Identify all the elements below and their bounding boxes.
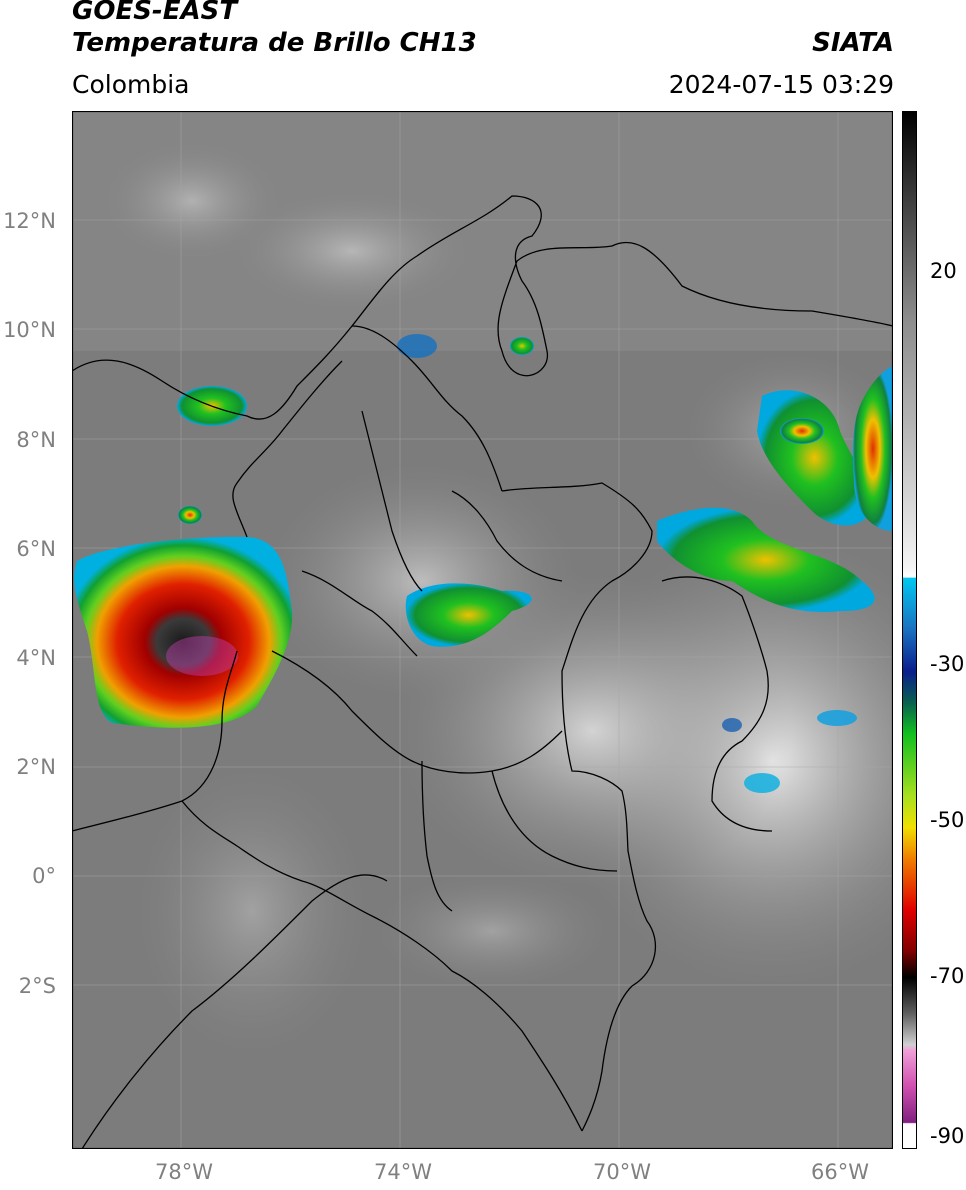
product-title: Temperatura de Brillo CH13 <box>72 28 477 58</box>
lon-tick-label: 70°W <box>593 1160 651 1184</box>
colorbar-tick-label: -90 <box>930 1124 965 1148</box>
colorbar-tick-label: -70 <box>930 964 965 988</box>
lat-tick-label: 12°N <box>3 209 56 233</box>
map-frame <box>72 111 893 1149</box>
colorbar-tick-label: 20 <box>930 259 957 283</box>
lat-tick-label: 2°N <box>16 755 56 779</box>
satellite-map <box>72 111 893 1149</box>
colorbar-tick-label: -30 <box>930 652 965 676</box>
region-label: Colombia <box>72 70 190 99</box>
convective-cells <box>74 334 893 793</box>
source-label: SIATA <box>812 28 894 58</box>
political-boundaries <box>72 195 893 1149</box>
lon-tick-label: 74°W <box>374 1160 432 1184</box>
colorbar <box>902 111 917 1149</box>
lon-tick-label: 78°W <box>155 1160 213 1184</box>
lat-tick-label: 4°N <box>16 646 56 670</box>
lat-tick-label: 2°S <box>18 974 56 998</box>
satellite-title: GOES-EAST <box>72 0 238 26</box>
lat-tick-label: 8°N <box>16 428 56 452</box>
lon-tick-label: 66°W <box>811 1160 869 1184</box>
lat-tick-label: 6°N <box>16 537 56 561</box>
lat-tick-label: 10°N <box>3 318 56 342</box>
colorbar-tick-label: -50 <box>930 808 965 832</box>
datetime-label: 2024-07-15 03:29 <box>668 70 894 99</box>
lat-tick-label: 0° <box>32 864 56 888</box>
